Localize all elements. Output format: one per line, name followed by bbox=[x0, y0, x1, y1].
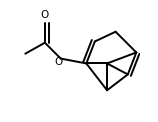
Text: O: O bbox=[41, 10, 49, 20]
Text: O: O bbox=[54, 57, 62, 67]
